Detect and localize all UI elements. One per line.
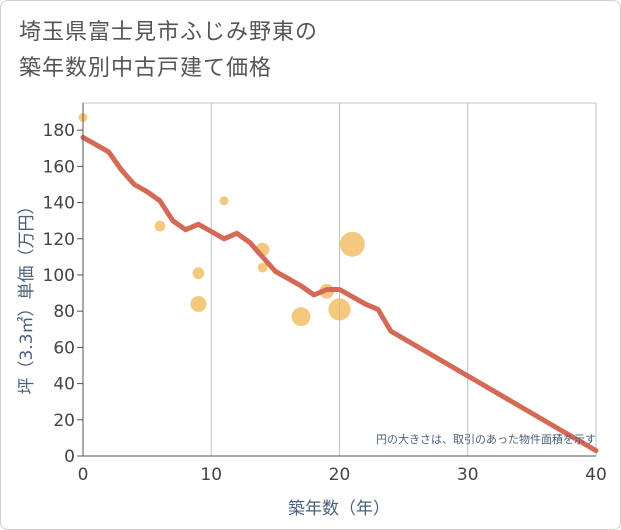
axes: 0 10 20 30 40 0 20 40 60 80 100 120 140 160 180 bbox=[43, 103, 607, 485]
data-bubble bbox=[257, 262, 268, 273]
y-tick-label: 180 bbox=[43, 121, 75, 141]
grid bbox=[83, 102, 597, 456]
chart-title-line2: 築年数別中古戸建て価格 bbox=[19, 56, 273, 81]
data-bubble bbox=[328, 298, 351, 321]
x-tick-label: 20 bbox=[329, 465, 351, 485]
data-bubble bbox=[219, 196, 229, 206]
y-tick-label: 20 bbox=[53, 411, 75, 431]
y-tick-label: 140 bbox=[43, 194, 75, 214]
y-tick-label: 0 bbox=[64, 447, 75, 467]
data-bubble bbox=[190, 295, 207, 312]
x-tick-label: 0 bbox=[78, 465, 89, 485]
data-bubble bbox=[291, 307, 311, 327]
trend-line bbox=[80, 134, 599, 454]
chart-title-line1: 埼玉県富士見市ふじみ野東の bbox=[19, 20, 319, 45]
x-tick-label: 30 bbox=[457, 465, 479, 485]
y-tick-label: 80 bbox=[53, 302, 75, 322]
trend-line-group bbox=[80, 134, 599, 454]
size-note: 円の大きさは、取引のあった物件面積を示す bbox=[376, 432, 596, 446]
x-tick-label: 10 bbox=[200, 465, 222, 485]
chart-title: 埼玉県富士見市ふじみ野東の 築年数別中古戸建て価格 bbox=[19, 15, 318, 87]
y-tick-label: 40 bbox=[53, 375, 75, 395]
y-tick-label: 100 bbox=[43, 266, 75, 286]
y-axis-title: 坪（3.3㎡）単価（万円） bbox=[17, 197, 37, 394]
x-axis-title: 築年数（年） bbox=[288, 499, 390, 519]
y-tick-label: 60 bbox=[53, 338, 75, 358]
data-bubble bbox=[154, 220, 166, 232]
x-tick-label: 40 bbox=[585, 465, 607, 485]
y-tick-label: 160 bbox=[43, 157, 75, 177]
y-tick-label: 120 bbox=[43, 230, 75, 250]
data-bubble bbox=[192, 267, 205, 280]
data-bubble bbox=[339, 231, 365, 257]
